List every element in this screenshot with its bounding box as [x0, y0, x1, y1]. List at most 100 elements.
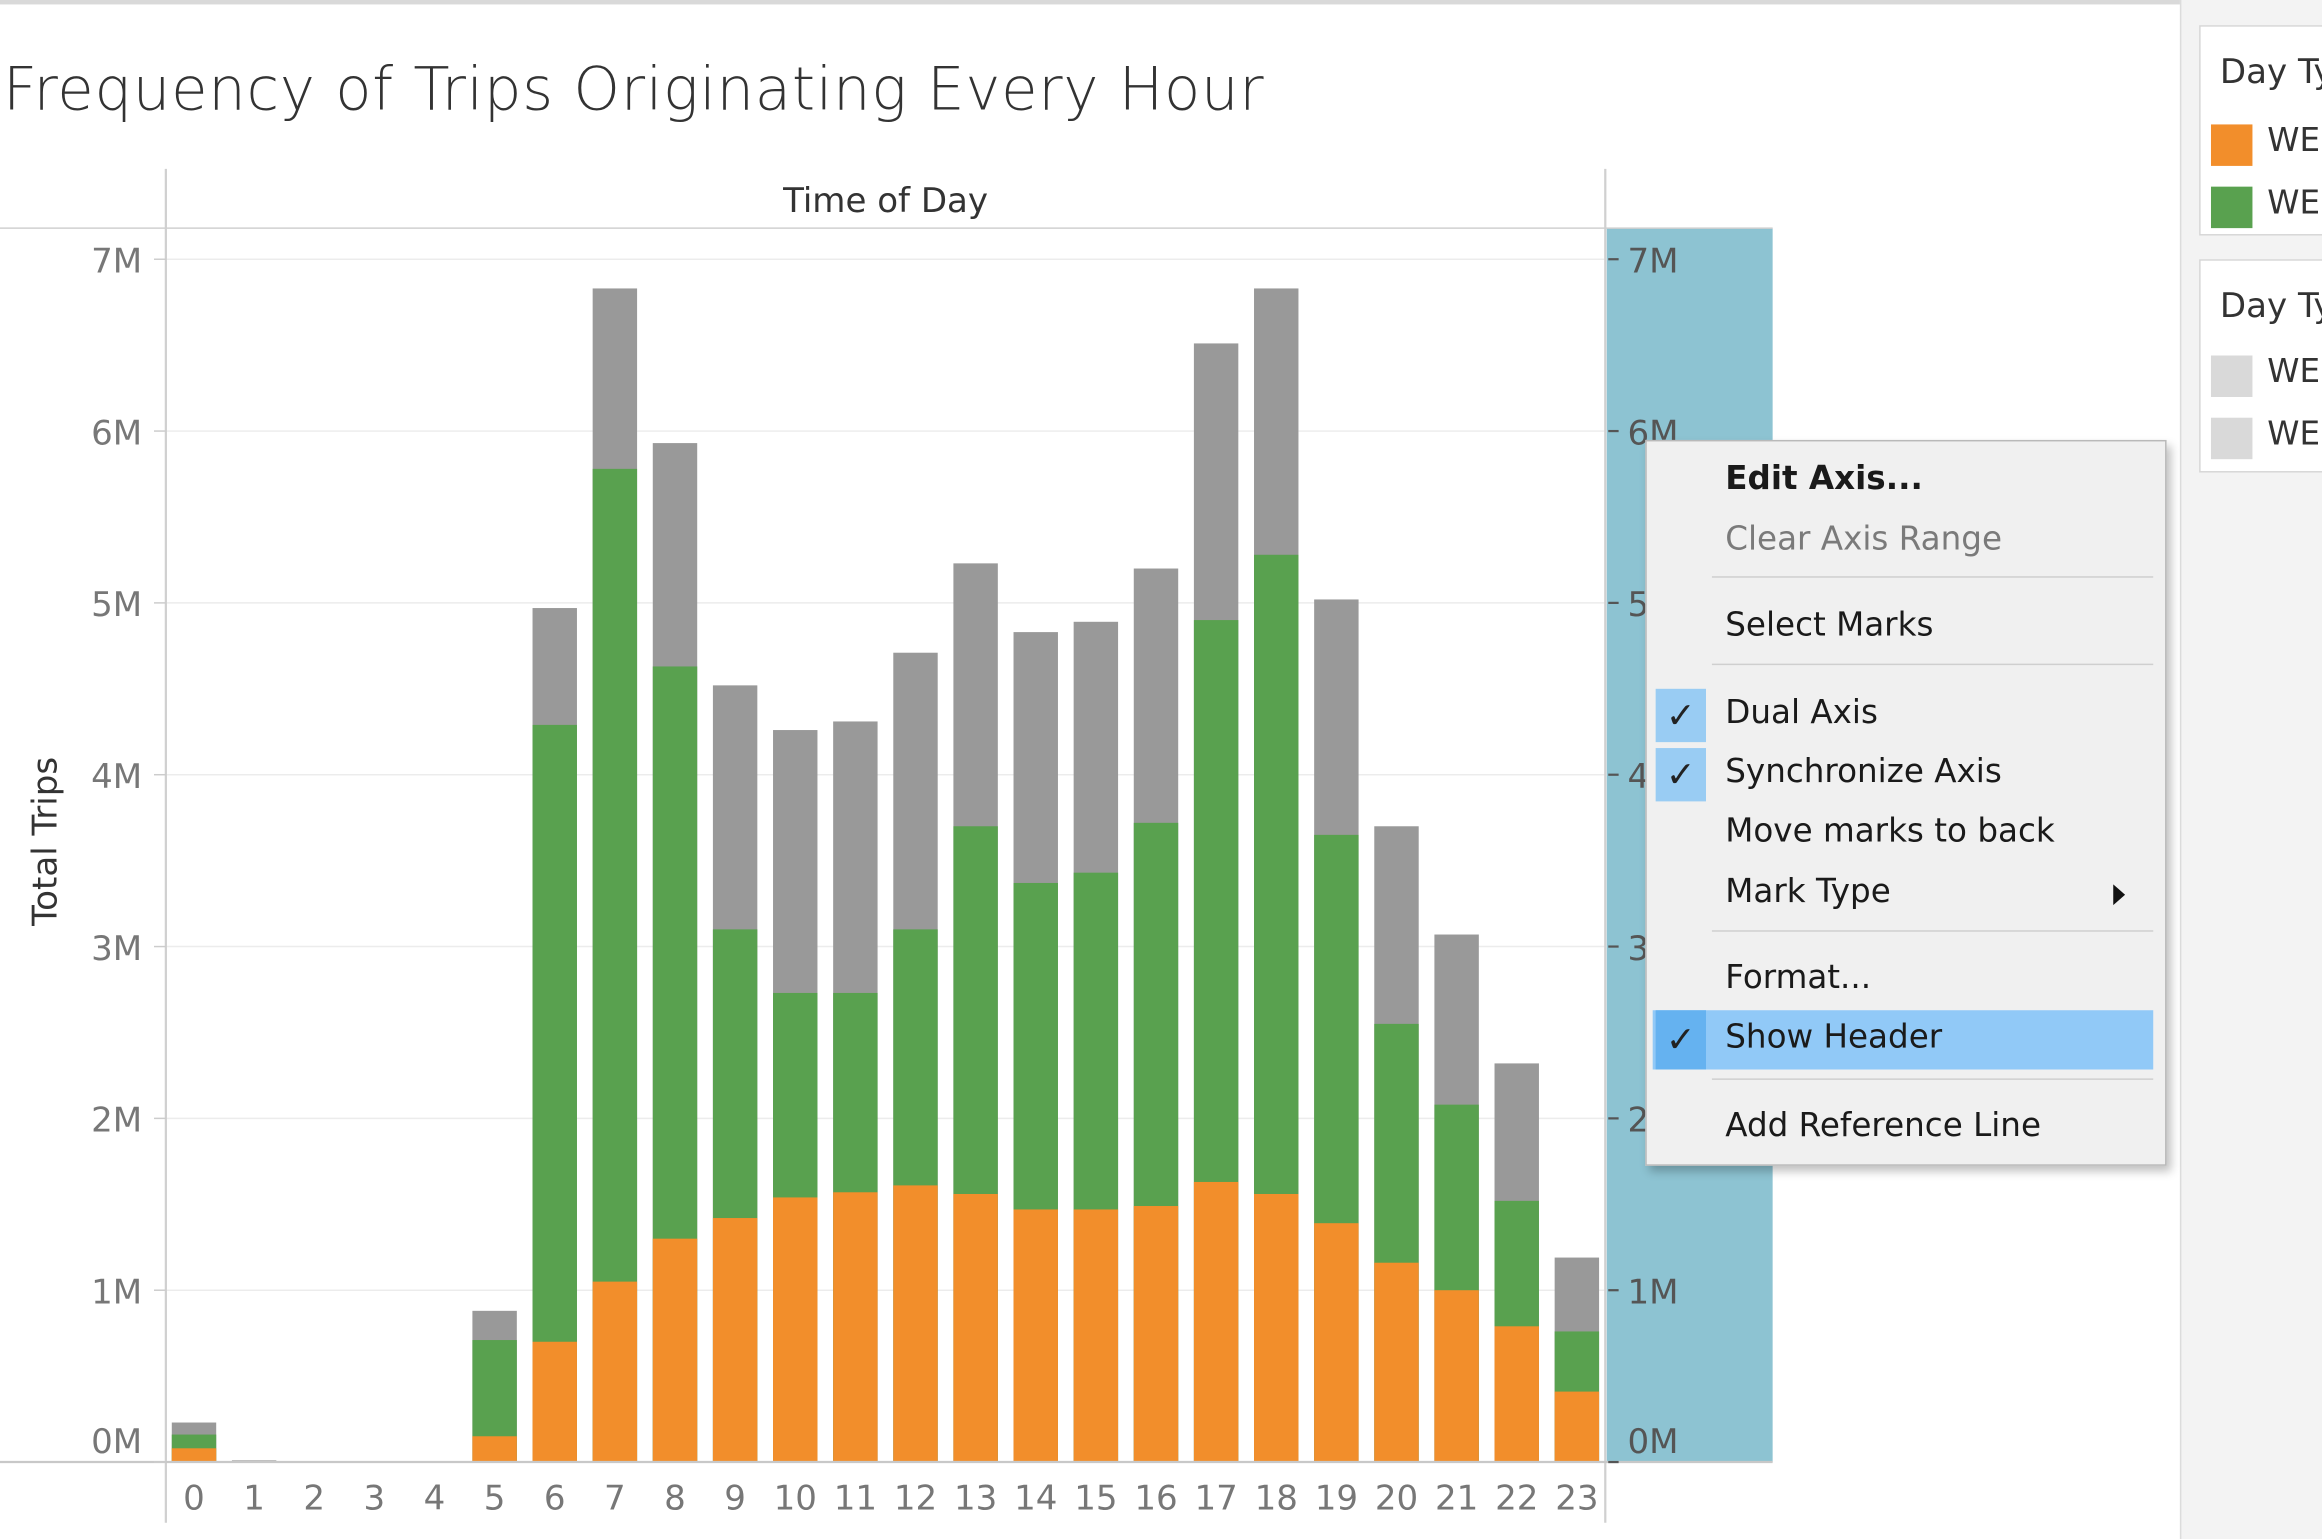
y2-tick-label: 7M — [1628, 242, 1679, 282]
checkmark-icon: ✓ — [1655, 748, 1706, 802]
legend-title: Day Ty — [2219, 287, 2322, 326]
y-tick-label: 2M — [91, 1101, 142, 1141]
bar — [532, 1341, 577, 1463]
menu-separator — [1711, 576, 2154, 578]
bar — [1314, 1223, 1359, 1463]
submenu-arrow-icon — [2113, 884, 2126, 906]
menu-item-label: Add Reference Line — [1725, 1108, 2042, 1146]
x-tick-label: 21 — [1435, 1478, 1478, 1518]
menu-item-dual-axis[interactable]: ✓ Dual Axis — [1653, 688, 2154, 743]
y2-tick-label: 1M — [1628, 1273, 1679, 1313]
column-header[interactable]: Time of Day — [782, 181, 988, 221]
bar — [592, 1281, 638, 1463]
y-tick-label: 0M — [91, 1422, 142, 1462]
legend-title: Day Ty — [2219, 53, 2322, 92]
legend-swatch — [2210, 186, 2253, 229]
menu-item-show-header[interactable]: ✓ Show Header — [1652, 1010, 2154, 1070]
legend-label: WE — [2267, 122, 2321, 160]
y2-tick-label: 2 — [1628, 1101, 1650, 1141]
y-axis-title[interactable]: Total Trips — [25, 757, 65, 927]
x-tick-label: 7 — [604, 1478, 626, 1518]
x-tick-label: 2 — [303, 1478, 325, 1518]
menu-item-label: Edit Axis... — [1725, 460, 1923, 498]
legend-swatch — [2210, 417, 2253, 460]
bar — [652, 1238, 698, 1463]
legend-swatch — [2210, 355, 2253, 397]
bar — [1013, 1209, 1058, 1463]
bars — [171, 288, 1600, 1463]
x-tick-label: 0 — [183, 1478, 205, 1518]
bar — [1193, 1181, 1239, 1463]
bar — [1254, 1193, 1299, 1463]
menu-item-clear-axis-range: Clear Axis Range — [1653, 515, 2154, 568]
page-title: Frequency of Trips Originating Every Hou… — [2, 56, 1265, 125]
legend-label: WE — [2267, 416, 2321, 454]
x-tick-label: 22 — [1495, 1478, 1538, 1518]
bar — [1494, 1326, 1539, 1463]
side-panel — [2179, 0, 2322, 1539]
bar — [171, 1448, 217, 1463]
y-tick-label: 3M — [91, 929, 142, 969]
y2-tick-label: 0M — [1628, 1422, 1679, 1462]
y-tick-label: 7M — [91, 242, 142, 282]
x-tick-label: 18 — [1255, 1478, 1298, 1518]
y2-tick-label: 3 — [1628, 929, 1650, 969]
bar — [1073, 1209, 1119, 1463]
x-tick-label: 15 — [1074, 1478, 1117, 1518]
bar — [893, 1185, 938, 1463]
x-tick-label: 16 — [1134, 1478, 1177, 1518]
menu-item-move-marks-to-back[interactable]: Move marks to back — [1653, 807, 2154, 860]
menu-item-select-marks[interactable]: Select Marks — [1653, 601, 2154, 654]
filter-legend[interactable]: Day Ty WE WE — [2199, 259, 2322, 473]
x-tick-label: 13 — [954, 1478, 997, 1518]
menu-item-format[interactable]: Format... — [1653, 954, 2154, 1007]
legend-swatch — [2210, 124, 2253, 166]
legend-label: WE — [2267, 354, 2321, 392]
menu-item-label: Show Header — [1725, 1019, 1943, 1057]
menu-item-mark-type[interactable]: Mark Type — [1653, 868, 2154, 921]
color-legend[interactable]: Day Ty WE WE — [2199, 25, 2322, 236]
menu-item-add-reference-line[interactable]: Add Reference Line — [1653, 1102, 2154, 1155]
x-tick-label: 9 — [724, 1478, 746, 1518]
x-tick-label: 8 — [664, 1478, 686, 1518]
y-tick-label: 5M — [91, 585, 142, 625]
menu-item-label: Synchronize Axis — [1725, 753, 2002, 792]
menu-item-edit-axis[interactable]: Edit Axis... — [1653, 455, 2154, 508]
y2-tick-label: 4 — [1628, 757, 1650, 797]
bar — [1374, 1262, 1419, 1463]
bar — [472, 1436, 517, 1463]
x-tick-label: 1 — [243, 1478, 265, 1518]
gridlines — [165, 258, 1606, 1291]
menu-item-label: Move marks to back — [1725, 813, 2055, 851]
bar — [712, 1218, 758, 1463]
menu-item-label: Select Marks — [1725, 607, 1934, 645]
axis-context-menu[interactable]: Edit Axis... Clear Axis Range Select Mar… — [1645, 439, 2167, 1166]
x-tick-label: 12 — [894, 1478, 937, 1518]
x-axis-ticks[interactable]: 0 1 2 3 4 5 6 7 8 9 10 11 12 13 14 15 16 17 18 19 20 21 22 23 — [183, 1478, 1598, 1518]
x-tick-label: 5 — [484, 1478, 506, 1518]
x-tick-label: 4 — [424, 1478, 446, 1518]
menu-item-label: Format... — [1725, 959, 1872, 997]
menu-item-label: Clear Axis Range — [1725, 521, 2003, 559]
menu-item-label: Dual Axis — [1725, 694, 1878, 732]
x-tick-label: 10 — [774, 1478, 817, 1518]
y-axis-ticks[interactable]: 0M 1M 2M 3M 4M 5M 6M 7M — [91, 242, 166, 1463]
legend-label: WE — [2267, 185, 2321, 223]
y-tick-label: 6M — [91, 413, 142, 453]
menu-separator — [1711, 663, 2154, 666]
bar — [532, 724, 577, 1463]
x-tick-label: 20 — [1375, 1478, 1418, 1518]
menu-item-synchronize-axis[interactable]: ✓ Synchronize Axis — [1653, 748, 2154, 802]
y-tick-label: 4M — [91, 757, 142, 797]
bar — [1434, 1290, 1479, 1463]
menu-item-label: Mark Type — [1725, 873, 1891, 911]
x-tick-label: 17 — [1194, 1478, 1237, 1518]
bar — [953, 1193, 998, 1463]
toolbar-border — [0, 0, 2322, 5]
bar — [773, 1197, 818, 1463]
bar — [1554, 1391, 1600, 1463]
x-tick-label: 6 — [544, 1478, 566, 1518]
